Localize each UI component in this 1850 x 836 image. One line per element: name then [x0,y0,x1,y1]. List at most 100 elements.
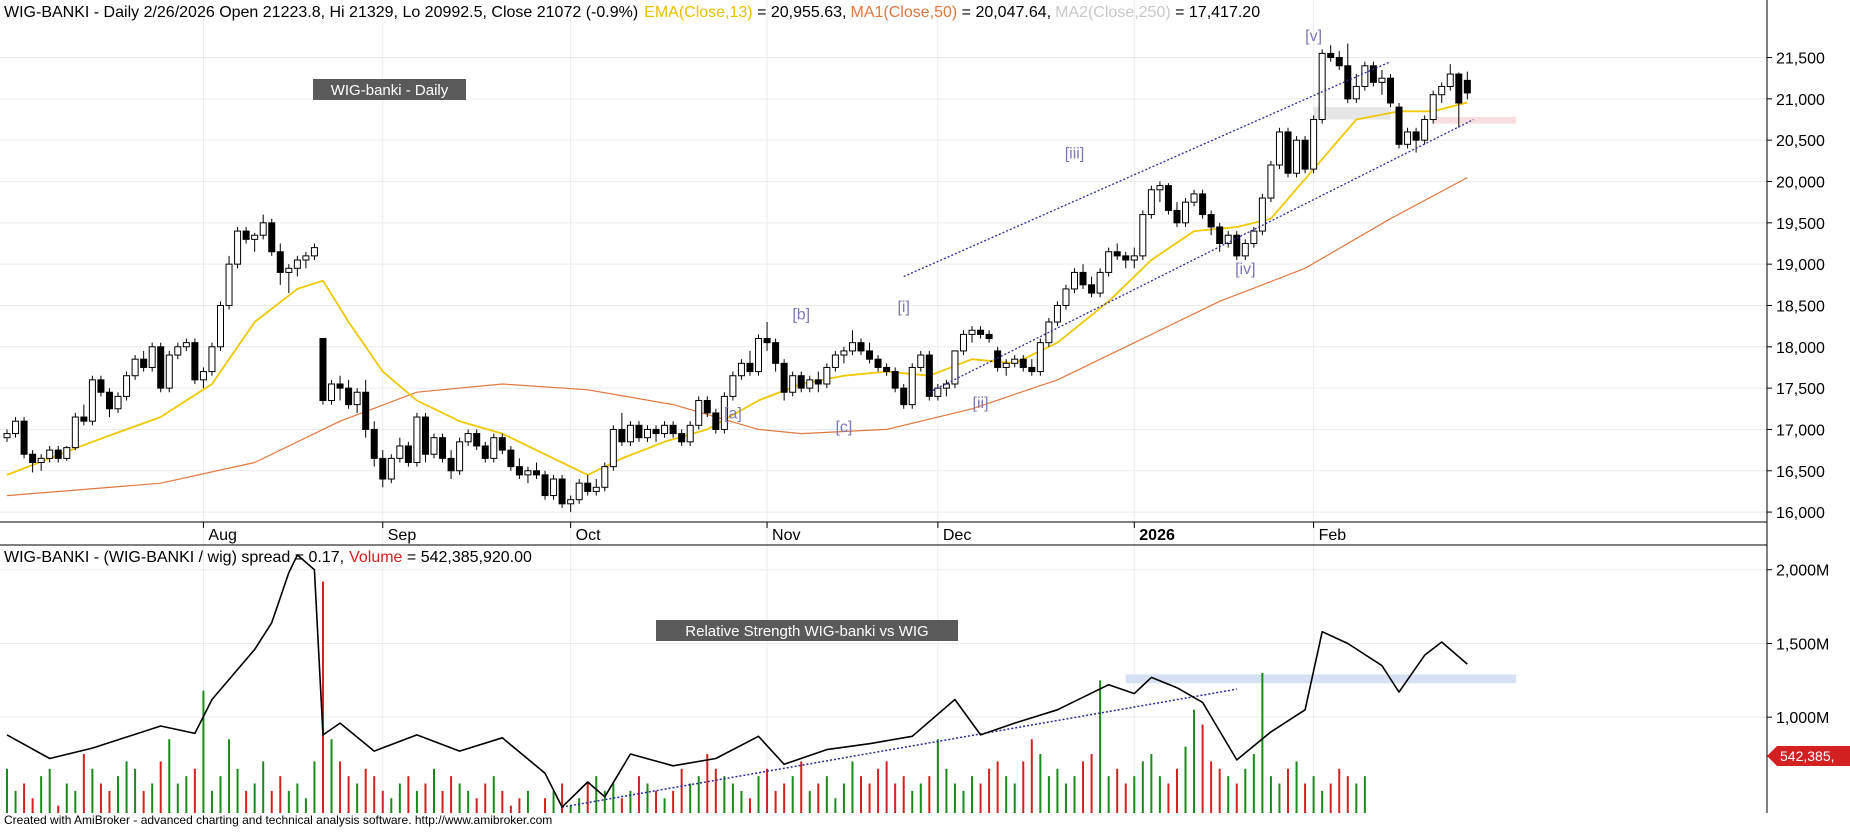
candle-body [1267,164,1275,199]
candle-body [618,428,626,443]
candle-body [353,391,361,406]
candle-body [1096,271,1104,294]
channel-trendline [929,118,1474,393]
candle [456,437,464,475]
candle [387,454,395,484]
candle [1310,115,1318,174]
candle-body [925,354,933,397]
candle [1455,72,1463,128]
candle [447,450,455,480]
candle-body [174,346,182,356]
candle [814,371,822,393]
candle [259,214,267,240]
candle [635,421,643,442]
candle [789,371,797,397]
candle-body [1241,242,1249,257]
candle-body [1130,255,1138,261]
candle [840,346,848,364]
candle-body [857,342,865,352]
price-grid [0,0,1767,813]
candle [968,326,976,343]
rs-header-volume-label: Volume [349,549,402,566]
candle [567,495,575,513]
volume-value-marker: 542,385, [1767,746,1850,766]
candle [1258,193,1266,236]
candle-body [80,416,88,422]
candle-body [1182,201,1190,224]
candle-body [985,333,993,340]
candle [319,338,327,405]
candle [686,421,694,446]
candle [1088,276,1096,298]
price-axis: 16,000 16,500 17,000 17,500 18,000 18,500 19,0… [1767,51,1825,522]
month-tick-label: Nov [772,527,800,544]
price-zone [1433,117,1517,124]
candle-body [157,346,165,389]
candle-body [1327,52,1335,59]
candle-body [1404,131,1412,145]
candle [900,383,908,409]
candle-body [1275,131,1283,166]
rs-resistance-zone [1125,674,1517,684]
candle [439,433,447,463]
header-ema-label: EMA(Close,13) [644,4,752,21]
candle-body [97,379,105,393]
wave-label: [v] [1305,28,1322,45]
candle-body [678,433,686,443]
rs-panel-header: WIG-BANKI - (WIG-BANKI / wig) spread = 0… [4,549,532,566]
candle [353,388,361,413]
candle-body [601,466,609,488]
candle-body [644,428,651,439]
rs-tick-label: 1,500M [1776,636,1829,653]
candle-body [1463,79,1471,94]
candle [1199,189,1207,219]
candle-body [302,255,310,261]
candle [601,462,609,492]
candle-body [550,478,558,497]
price-tick-label: 19,000 [1776,257,1825,274]
rs-tick-label: 1,000M [1776,710,1829,727]
candle-body [900,387,908,406]
candle [720,392,728,434]
price-tick-label: 17,500 [1776,381,1825,398]
candle [105,388,113,418]
candle [1250,226,1258,248]
candle [532,462,540,480]
candle [165,350,173,393]
wave-label: [c] [835,419,852,436]
candle [1190,189,1198,207]
candle [1002,359,1010,376]
candle [490,433,498,463]
candle-body [917,354,925,368]
candle-body [866,350,874,360]
footer-credit: Created with AmiBroker - advanced charti… [4,813,553,827]
candle-body [797,375,805,389]
candle [550,474,558,500]
candle-body [140,358,148,368]
candle [464,429,472,446]
candle-body [362,391,370,430]
price-tick-label: 20,000 [1776,175,1825,192]
candle-body [114,395,122,410]
candle-body [977,329,985,335]
candle [823,363,831,389]
candle-body [1216,226,1224,244]
price-panel: [a] [b] [c] [i] [ii] [iii] [iv] [v] 16,000 16,50… [0,0,1825,813]
candle-body [1190,193,1198,203]
candle-body [669,424,677,435]
candle [1404,127,1412,149]
candle [703,396,711,418]
candle [29,450,37,473]
header-ema-value: = 20,955.63, [753,4,847,21]
candle [515,458,523,480]
candle-body [1036,342,1044,373]
candle-body [1250,230,1258,244]
candle [182,338,190,351]
candle-body [1199,193,1207,216]
candle [1105,247,1113,277]
month-tick-label: Aug [208,527,236,544]
candle-body [908,366,916,406]
price-tick-label: 16,500 [1776,464,1825,481]
candle [737,359,745,380]
candle-body [1335,57,1343,67]
